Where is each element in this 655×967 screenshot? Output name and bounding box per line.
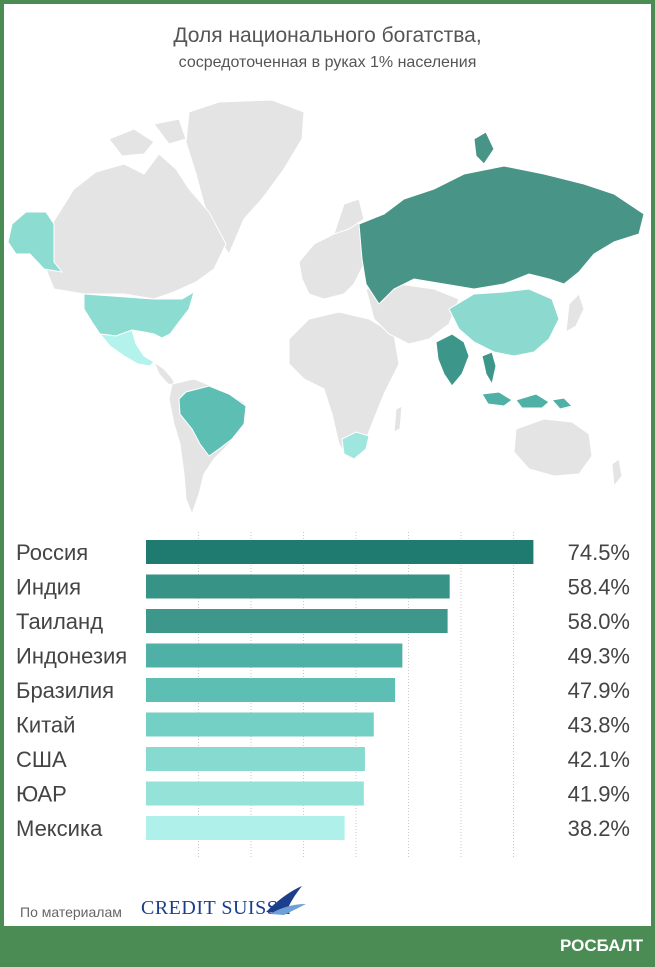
bar	[146, 712, 374, 737]
map-country-brazil	[178, 385, 247, 457]
map-country-indonesia	[481, 391, 573, 410]
map-country-thailand	[481, 351, 497, 386]
map-land-scandinavia	[333, 198, 365, 235]
chart-subtitle: сосредоточенная в руках 1% населения	[178, 54, 477, 71]
map-land-africa	[288, 311, 400, 460]
bar	[146, 781, 364, 806]
content-panel: Доля национального богатства, сосредоточ…	[4, 4, 651, 926]
bar	[146, 574, 450, 599]
map-land-middle-east	[365, 283, 460, 345]
credit-suisse-logo: CREDIT SUISSE	[141, 897, 292, 919]
category-label: Индия	[16, 575, 81, 600]
category-label: Индонезия	[16, 644, 127, 669]
bar	[146, 540, 534, 564]
map-country-russia-islands	[473, 131, 495, 165]
bar	[146, 816, 345, 840]
bar-chart: Россия 74.5% Индия 58.4% Таиланд 58.0% Индонез…	[16, 532, 630, 859]
map-country-usa	[83, 290, 195, 339]
map-land-madagascar	[393, 405, 403, 433]
map-country-mexico	[98, 329, 155, 367]
map-land-central-america	[152, 360, 177, 387]
map-country-china	[448, 288, 560, 357]
bar	[146, 747, 365, 771]
value-label: 49.3%	[568, 644, 630, 669]
value-label: 38.2%	[568, 816, 630, 841]
category-label: ЮАР	[16, 782, 67, 807]
map-land-new-zealand	[611, 458, 623, 488]
value-label: 58.0%	[568, 609, 630, 634]
source-label: По материалам	[20, 904, 122, 920]
map-country-india	[435, 333, 470, 387]
chart-bars: Россия 74.5% Индия 58.4% Таиланд 58.0% Индонез…	[16, 540, 630, 841]
value-label: 42.1%	[568, 747, 630, 772]
value-label: 43.8%	[568, 713, 630, 738]
category-label: США	[16, 747, 67, 772]
bar	[146, 609, 448, 633]
rosbalt-brand: РОСБАЛТ	[560, 936, 643, 955]
bar	[146, 678, 396, 702]
map-land-europe	[298, 221, 367, 300]
map-land-canada-islands	[108, 118, 187, 157]
map-country-south-africa	[341, 431, 370, 460]
map-country-russia	[358, 165, 645, 305]
chart-title: Доля национального богатства,	[173, 24, 482, 47]
value-label: 74.5%	[568, 540, 630, 565]
category-label: Таиланд	[16, 609, 103, 634]
category-label: Бразилия	[16, 678, 114, 703]
map-land-australia	[513, 418, 593, 477]
world-map	[7, 99, 645, 516]
credit-suisse-sail-icon	[266, 886, 306, 915]
category-label: Китай	[16, 713, 75, 738]
category-label: Россия	[16, 540, 88, 565]
map-land-greenland	[185, 99, 305, 256]
value-label: 47.9%	[568, 678, 630, 703]
map-country-usa-alaska	[7, 211, 64, 273]
value-label: 41.9%	[568, 782, 630, 807]
map-land-japan	[565, 293, 585, 333]
bar	[146, 643, 403, 668]
category-label: Мексика	[16, 816, 103, 841]
value-label: 58.4%	[568, 575, 630, 600]
